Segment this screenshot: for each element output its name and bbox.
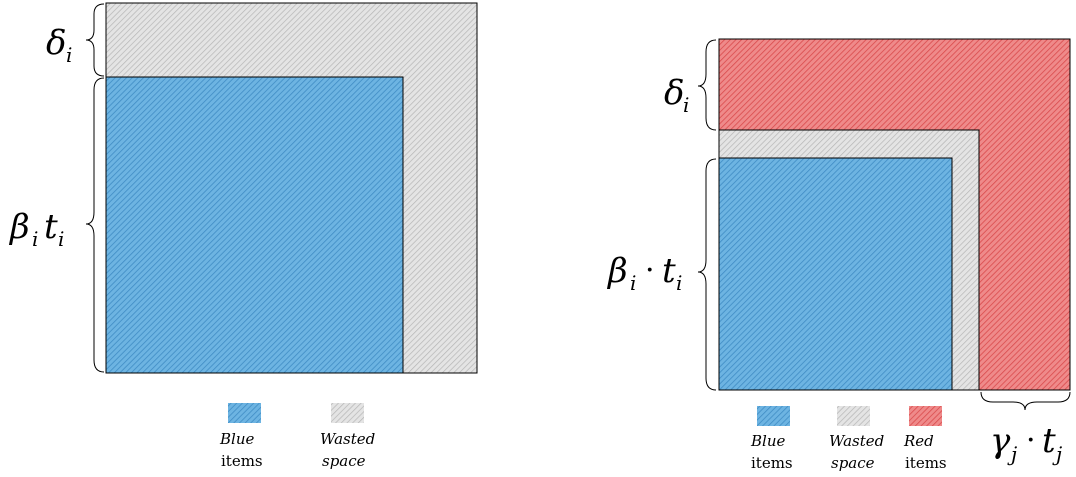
left-legend-wasted-swatch: [331, 403, 364, 423]
right-t2-subscript: j: [1052, 442, 1062, 466]
right-legend-wasted-line2: space: [831, 454, 875, 472]
left-delta-subscript: i: [66, 43, 72, 67]
left-legend-blue-line1: Blue: [219, 430, 254, 448]
right-legend-blue-swatch: [757, 406, 790, 426]
right-gamma-brace: [980, 391, 1071, 411]
left-delta-symbol: δ: [46, 23, 66, 63]
right-t2-symbol: t: [1042, 421, 1056, 461]
right-legend-wasted-swatch: [837, 406, 870, 426]
right-gamma-dot: ·: [1026, 423, 1036, 458]
right-legend-red-line1: Red: [903, 432, 934, 450]
left-beta-symbol: β: [8, 207, 30, 247]
left-t-subscript: i: [58, 227, 64, 251]
right-t-subscript: i: [676, 271, 682, 295]
right-beta-dot: ·: [645, 253, 655, 288]
right-gamma-symbol: γ: [990, 421, 1011, 461]
right-legend-blue-line2: items: [751, 454, 793, 472]
left-beta-subscript: i: [32, 227, 38, 251]
right-legend-blue-line1: Blue: [750, 432, 785, 450]
right-beta-brace: [697, 158, 717, 391]
right-delta-subscript: i: [683, 93, 689, 117]
left-legend-wasted-line2: space: [322, 452, 366, 470]
left-legend-blue-line2: items: [221, 452, 263, 470]
left-delta-brace: [85, 3, 105, 77]
left-diagram: δ i β i t i Blue items Wasted space: [8, 2, 478, 470]
left-beta-brace: [85, 77, 105, 373]
right-legend-red-line2: items: [905, 454, 947, 472]
right-t-symbol: t: [662, 251, 676, 291]
right-delta-symbol: δ: [664, 73, 684, 113]
right-gamma-subscript: j: [1007, 442, 1017, 466]
left-legend-wasted-line1: Wasted: [320, 430, 375, 448]
right-beta-symbol: β: [606, 251, 628, 291]
right-diagram: δ i β i · t i γ j · t j Blue items Waste…: [606, 38, 1071, 472]
right-beta-subscript: i: [630, 271, 636, 295]
right-delta-brace: [697, 39, 717, 131]
left-blue-items-region: [105, 76, 404, 374]
right-legend-red-swatch: [909, 406, 942, 426]
right-blue-items-region: [718, 157, 953, 391]
right-legend-wasted-line1: Wasted: [829, 432, 884, 450]
left-legend-blue-swatch: [228, 403, 261, 423]
left-t-symbol: t: [44, 207, 58, 247]
